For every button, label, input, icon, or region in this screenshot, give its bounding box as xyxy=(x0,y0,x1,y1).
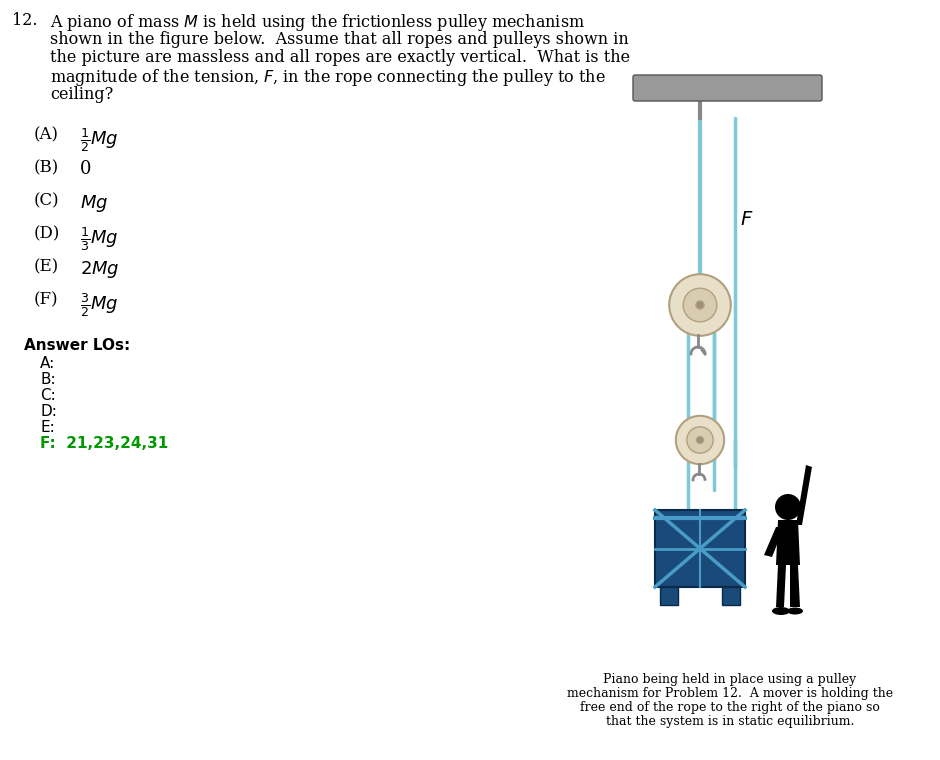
Ellipse shape xyxy=(683,288,717,321)
Text: B:: B: xyxy=(40,372,55,388)
Text: (E): (E) xyxy=(34,258,59,276)
FancyBboxPatch shape xyxy=(633,75,822,101)
Text: free end of the rope to the right of the piano so: free end of the rope to the right of the… xyxy=(580,701,880,714)
Text: ceiling?: ceiling? xyxy=(50,86,113,103)
Text: (F): (F) xyxy=(34,292,58,309)
Text: A piano of mass $M$ is held using the frictionless pulley mechanism: A piano of mass $M$ is held using the fr… xyxy=(50,12,585,33)
Polygon shape xyxy=(796,465,812,525)
Text: $\frac{3}{2}Mg$: $\frac{3}{2}Mg$ xyxy=(80,292,118,319)
Polygon shape xyxy=(790,565,800,607)
Ellipse shape xyxy=(669,274,730,336)
Text: Piano being held in place using a pulley: Piano being held in place using a pulley xyxy=(603,673,856,686)
Ellipse shape xyxy=(787,607,803,615)
Text: A:: A: xyxy=(40,356,55,372)
Bar xyxy=(660,587,678,605)
Text: $\frac{1}{2}Mg$: $\frac{1}{2}Mg$ xyxy=(80,126,118,154)
Text: $2Mg$: $2Mg$ xyxy=(80,258,119,280)
Text: the picture are massless and all ropes are exactly vertical.  What is the: the picture are massless and all ropes a… xyxy=(50,49,630,66)
Text: that the system is in static equilibrium.: that the system is in static equilibrium… xyxy=(605,715,854,728)
Circle shape xyxy=(697,436,703,444)
Text: (C): (C) xyxy=(34,192,59,210)
Text: $Mg$: $Mg$ xyxy=(80,192,108,214)
Polygon shape xyxy=(764,527,784,557)
Polygon shape xyxy=(776,520,800,565)
Text: F:  21,23,24,31: F: 21,23,24,31 xyxy=(40,436,168,451)
Circle shape xyxy=(696,301,704,309)
Text: $\mathit{F}$: $\mathit{F}$ xyxy=(740,211,754,229)
Bar xyxy=(722,587,740,605)
Text: shown in the figure below.  Assume that all ropes and pulleys shown in: shown in the figure below. Assume that a… xyxy=(50,30,629,47)
Text: E:: E: xyxy=(40,420,55,435)
Text: mechanism for Problem 12.  A mover is holding the: mechanism for Problem 12. A mover is hol… xyxy=(567,687,893,700)
Text: C:: C: xyxy=(40,388,55,404)
Text: (D): (D) xyxy=(34,226,60,242)
Polygon shape xyxy=(776,565,786,607)
Text: $\frac{1}{3}Mg$: $\frac{1}{3}Mg$ xyxy=(80,226,118,253)
Text: (B): (B) xyxy=(34,160,59,176)
Ellipse shape xyxy=(772,607,790,615)
Text: D:: D: xyxy=(40,404,57,420)
Text: (A): (A) xyxy=(34,126,59,144)
Text: 12.: 12. xyxy=(12,12,38,29)
Ellipse shape xyxy=(687,427,713,453)
Bar xyxy=(655,510,745,587)
Text: Answer LOs:: Answer LOs: xyxy=(24,338,131,353)
Text: magnitude of the tension, $F$, in the rope connecting the pulley to the: magnitude of the tension, $F$, in the ro… xyxy=(50,68,605,88)
Ellipse shape xyxy=(676,416,724,464)
Text: 0: 0 xyxy=(80,160,91,178)
Circle shape xyxy=(775,494,801,520)
